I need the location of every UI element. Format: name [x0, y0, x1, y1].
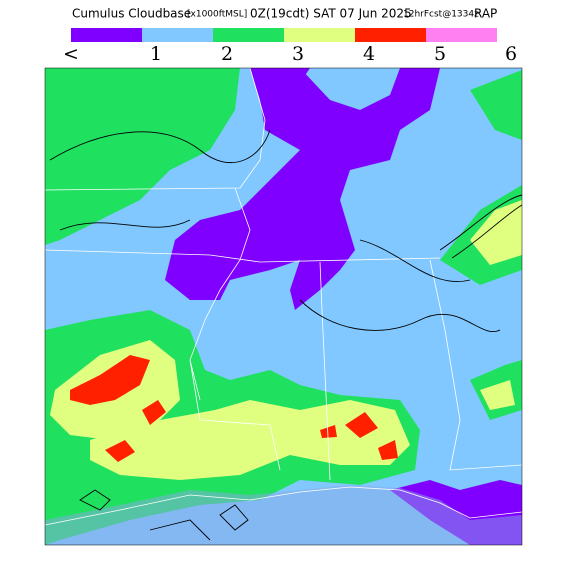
zone: [470, 200, 522, 265]
zone: [70, 355, 150, 405]
zone: [480, 380, 515, 410]
legend-label: 3: [292, 43, 304, 65]
gulf: [45, 485, 522, 545]
legend-label: <: [63, 43, 79, 65]
legend-label: 5: [434, 43, 446, 65]
legend-swatch: [355, 28, 426, 42]
map-frame: [44, 67, 523, 546]
zone: [320, 425, 337, 438]
zone: [470, 70, 522, 140]
legend-swatch: [284, 28, 355, 42]
legend-swatch: [142, 28, 213, 42]
zone: [142, 400, 166, 425]
units: [x1000ftMSL]: [187, 10, 247, 20]
legend-label: 1: [150, 43, 162, 65]
forecast: 12hrFcst@1334z: [403, 10, 479, 20]
zone: [105, 440, 135, 462]
legend-label: 6: [505, 43, 517, 65]
legend-swatch: [426, 28, 497, 42]
model: RAP: [474, 7, 497, 21]
zone: [165, 68, 440, 310]
valid-time: 0Z(19cdt) SAT 07 Jun 2025: [250, 7, 412, 21]
legend-swatch: [71, 28, 142, 42]
coastline: [44, 486, 523, 526]
map: [44, 67, 523, 546]
zone: [262, 68, 310, 105]
state-border: [44, 67, 523, 481]
zone: [378, 440, 398, 460]
legend-label: 4: [363, 43, 375, 65]
legend-swatch: [213, 28, 284, 42]
legend: <1 2 3 4 5 6: [63, 28, 517, 65]
zone: [345, 412, 378, 438]
title: Cumulus Cloudbase: [72, 7, 191, 21]
zone: [90, 400, 410, 480]
header: Cumulus Cloudbase [x1000ftMSL] 0Z(19cdt)…: [72, 7, 497, 21]
legend-label: 2: [221, 43, 233, 65]
contour: [49, 129, 523, 541]
zone: [45, 68, 240, 245]
